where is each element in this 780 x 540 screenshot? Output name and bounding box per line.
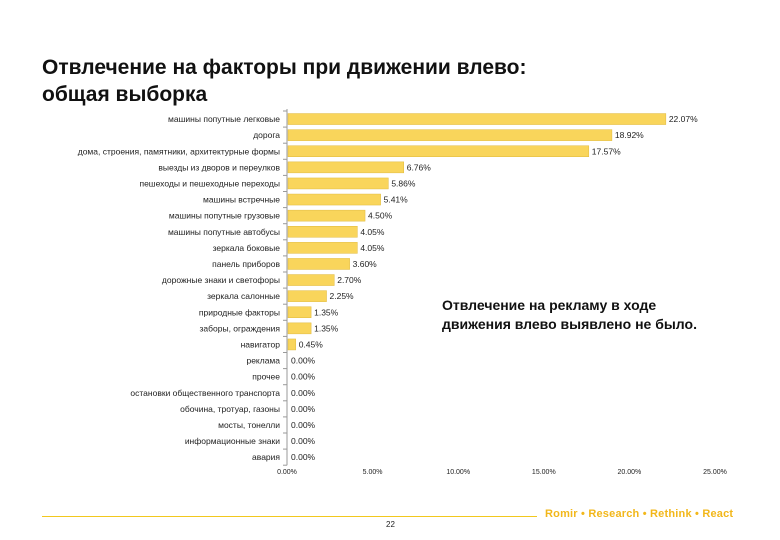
bar	[287, 177, 389, 190]
category-label: машины попутные легковые	[168, 114, 280, 124]
x-tick-label: 20.00%	[618, 469, 642, 476]
category-label: природные факторы	[199, 307, 280, 317]
footer-divider	[42, 516, 537, 517]
category-label: информационные знаки	[185, 436, 280, 446]
value-label: 3.60%	[353, 259, 378, 269]
category-label: дорожные знаки и светофоры	[162, 275, 280, 285]
bar	[287, 145, 590, 157]
bar	[287, 193, 381, 206]
category-label: остановки общественного транспорта	[130, 388, 280, 398]
category-label: зеркала салонные	[207, 291, 280, 301]
value-label: 5.86%	[391, 178, 416, 188]
value-label: 4.50%	[368, 211, 393, 221]
bar	[287, 161, 404, 174]
bar	[287, 209, 366, 222]
value-label: 17.57%	[592, 146, 621, 156]
category-label: реклама	[246, 356, 280, 366]
value-label: 0.00%	[291, 420, 316, 430]
bar	[287, 258, 350, 270]
category-label: машины попутные грузовые	[169, 211, 280, 221]
value-label: 0.00%	[291, 436, 316, 446]
value-label: 0.00%	[291, 372, 316, 382]
annotation-note: Отвлечение на рекламу в ходе движения вл…	[442, 297, 697, 332]
x-tick-label: 5.00%	[363, 469, 383, 476]
value-label: 1.35%	[314, 307, 339, 317]
value-label: 18.92%	[615, 130, 644, 140]
category-label: мосты, тонелли	[218, 420, 280, 430]
page-title: Отвлечение на факторы при движении влево…	[42, 54, 642, 108]
bar	[287, 113, 667, 125]
value-label: 4.05%	[360, 227, 385, 237]
category-label: дорога	[253, 130, 280, 140]
value-label: 0.00%	[291, 356, 316, 366]
x-tick-label: 0.00%	[277, 469, 297, 476]
category-label: навигатор	[241, 339, 281, 349]
category-label: панель приборов	[212, 259, 280, 269]
bar	[287, 242, 358, 254]
value-label: 6.76%	[407, 162, 432, 172]
value-label: 1.35%	[314, 323, 339, 333]
bar	[287, 290, 327, 302]
value-label: 4.05%	[360, 243, 385, 253]
category-label: заборы, ограждения	[200, 323, 281, 333]
category-label: обочина, тротуар, газоны	[180, 404, 280, 414]
value-label: 2.70%	[337, 275, 362, 285]
category-label: машины встречные	[203, 195, 280, 205]
value-label: 5.41%	[384, 195, 409, 205]
category-label: выезды из дворов и переулков	[158, 162, 280, 172]
category-label: машины попутные автобусы	[168, 227, 280, 237]
value-label: 0.00%	[291, 404, 316, 414]
category-label: зеркала боковые	[213, 243, 281, 253]
category-label: авария	[252, 452, 280, 462]
page-number: 22	[386, 520, 395, 529]
bar	[287, 129, 613, 141]
category-label: прочее	[252, 372, 280, 382]
bar	[287, 226, 358, 238]
bar	[287, 322, 312, 335]
bar	[287, 338, 296, 351]
bar	[287, 274, 335, 286]
page-title-line-2: общая выборка	[42, 83, 208, 106]
brand-slogan: Romir • Research • Rethink • React	[545, 508, 734, 520]
x-tick-label: 10.00%	[446, 469, 470, 476]
category-label: дома, строения, памятники, архитектурные…	[78, 146, 280, 156]
value-label: 0.00%	[291, 388, 316, 398]
value-label: 2.25%	[330, 291, 355, 301]
x-tick-label: 25.00%	[703, 469, 727, 476]
value-label: 0.00%	[291, 452, 316, 462]
value-label: 22.07%	[669, 114, 698, 124]
category-label: пешеходы и пешеходные переходы	[139, 178, 280, 188]
x-tick-label: 15.00%	[532, 469, 556, 476]
page-title-line-1: Отвлечение на факторы при движении влево…	[42, 56, 527, 79]
bar	[287, 306, 312, 318]
value-label: 0.45%	[299, 339, 324, 349]
